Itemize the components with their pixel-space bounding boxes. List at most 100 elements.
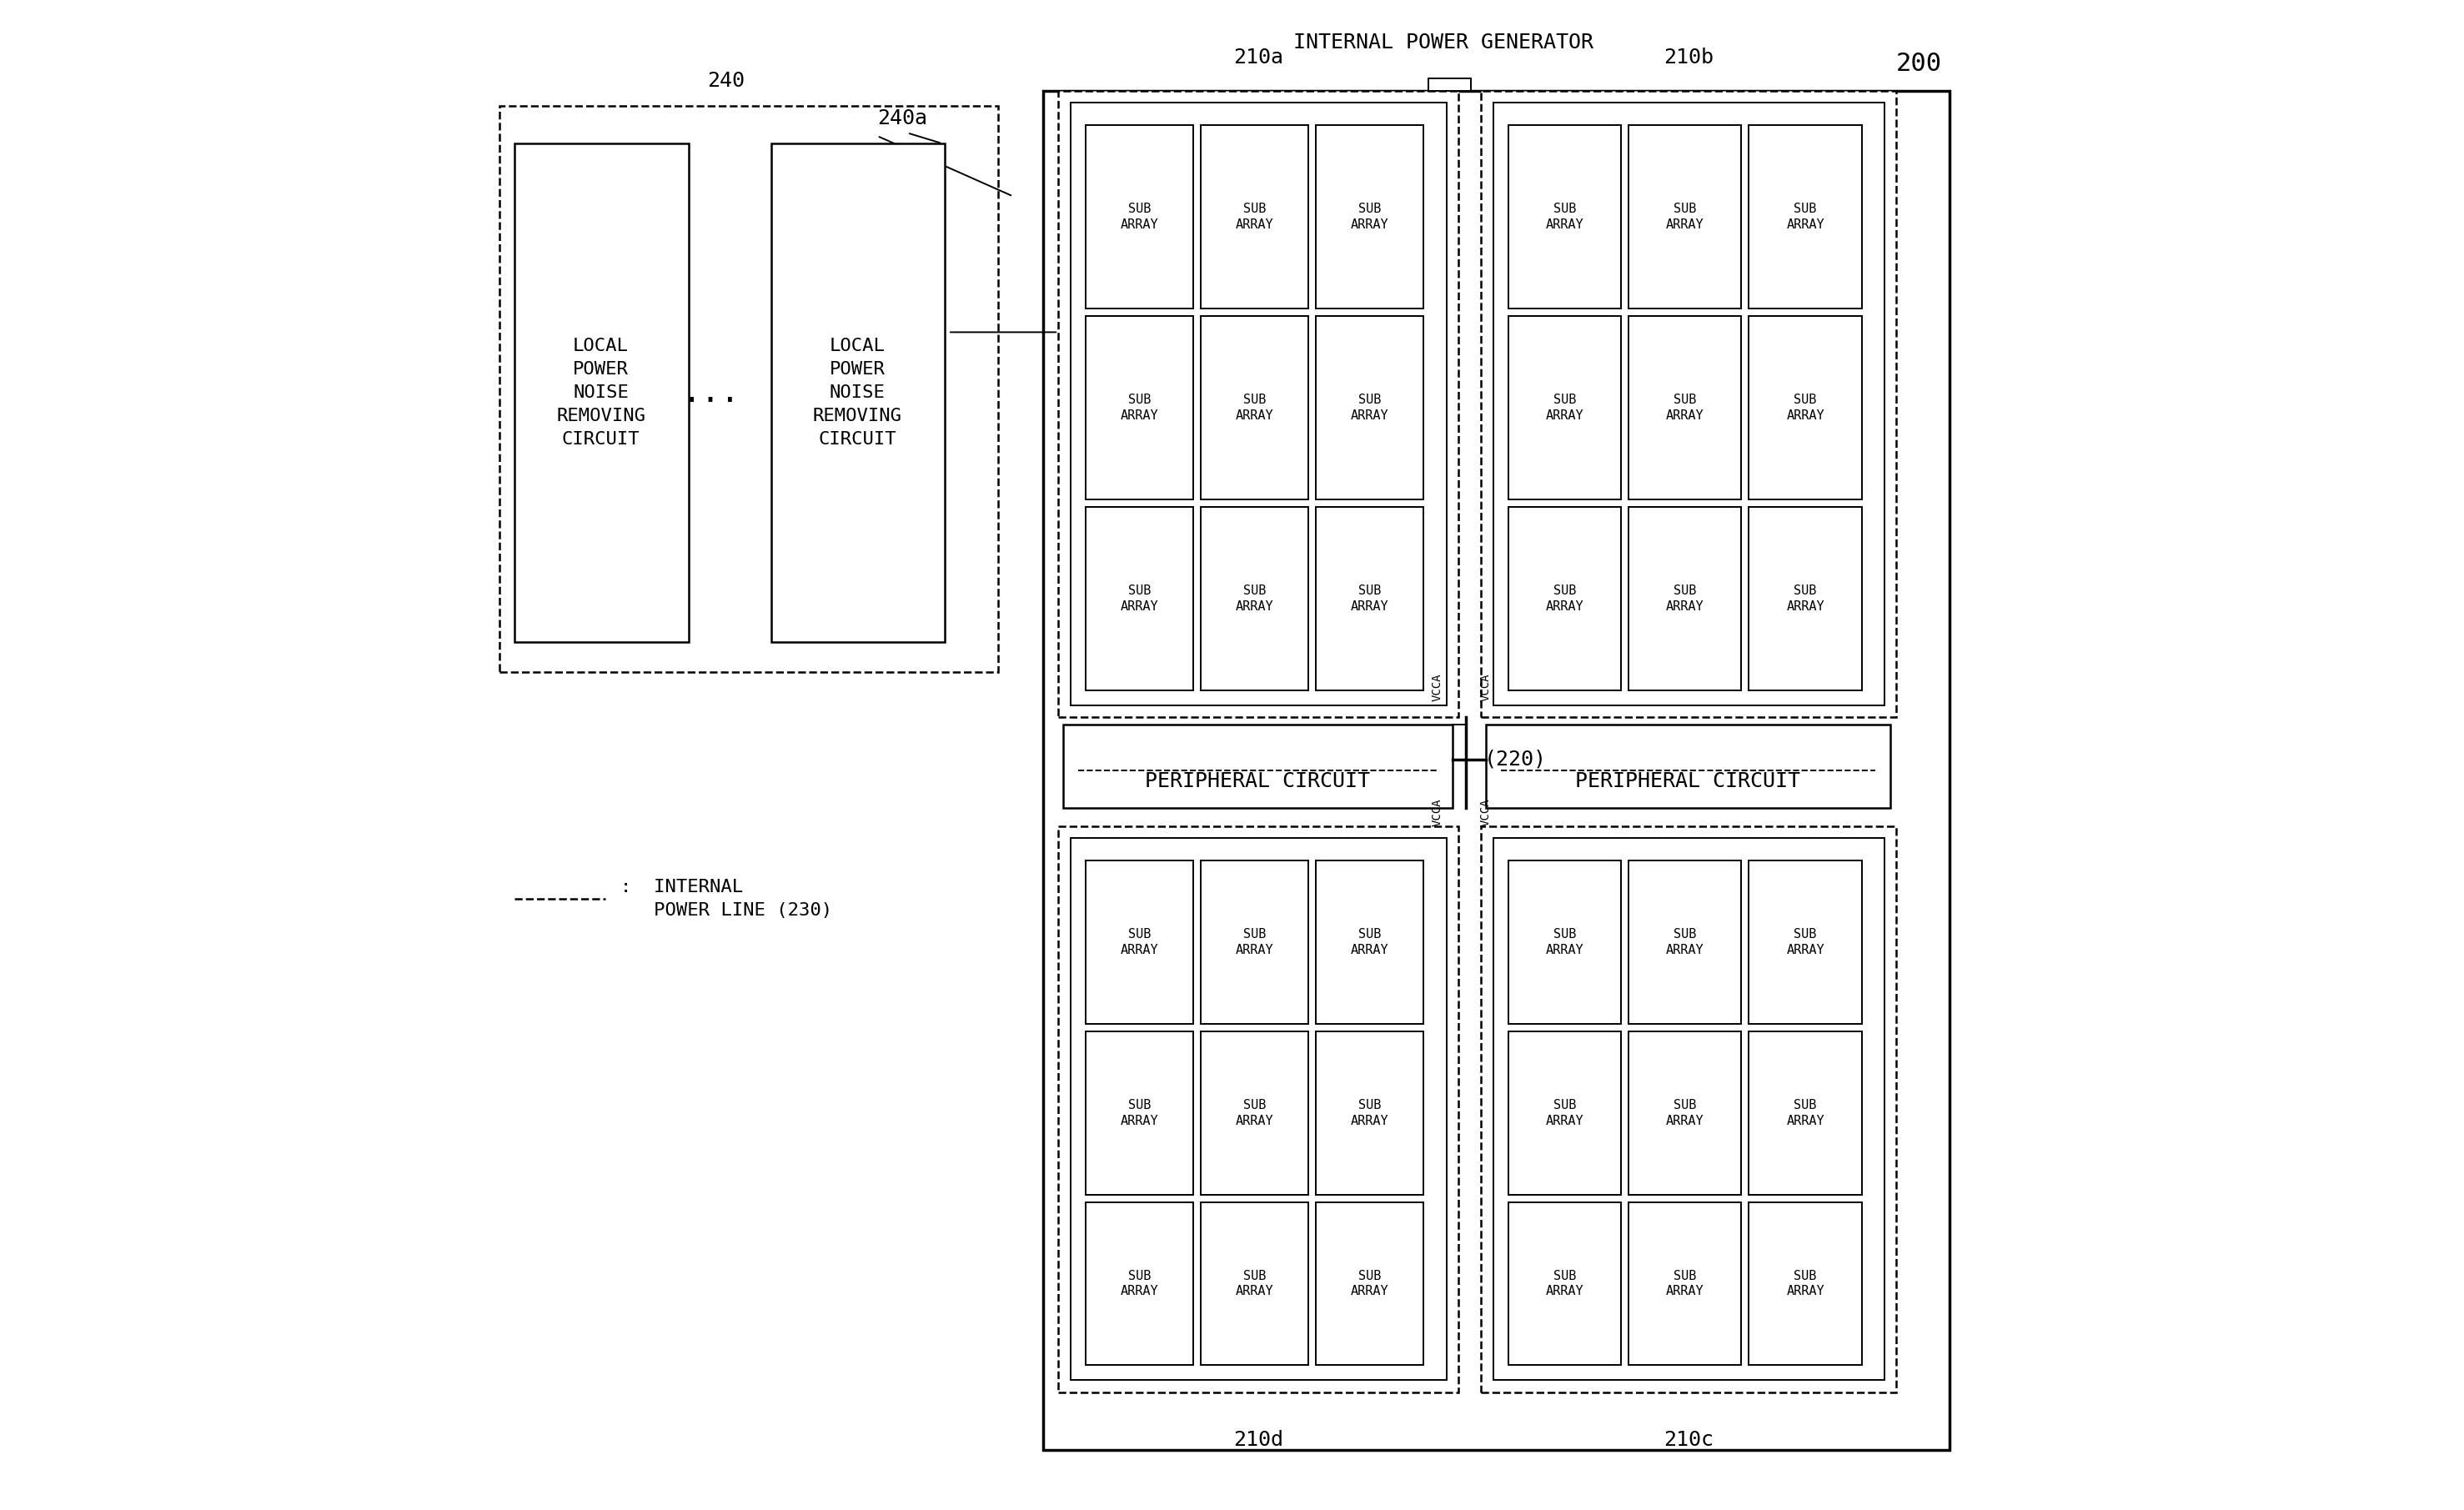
- FancyBboxPatch shape: [1749, 507, 1863, 690]
- Text: INTERNAL POWER GENERATOR: INTERNAL POWER GENERATOR: [1294, 33, 1594, 53]
- Text: VCCA: VCCA: [1432, 799, 1444, 826]
- Text: SUB
ARRAY: SUB ARRAY: [1786, 394, 1823, 421]
- FancyBboxPatch shape: [1508, 1031, 1621, 1194]
- FancyBboxPatch shape: [1316, 125, 1424, 308]
- FancyBboxPatch shape: [1200, 1031, 1308, 1194]
- FancyBboxPatch shape: [1069, 838, 1446, 1380]
- Text: SUB
ARRAY: SUB ARRAY: [1350, 584, 1390, 613]
- Text: 210a: 210a: [1234, 48, 1284, 68]
- Text: SUB
ARRAY: SUB ARRAY: [1350, 1099, 1390, 1126]
- Text: SUB
ARRAY: SUB ARRAY: [1545, 394, 1584, 421]
- Text: SUB
ARRAY: SUB ARRAY: [1121, 1099, 1158, 1126]
- Text: SUB
ARRAY: SUB ARRAY: [1666, 202, 1705, 231]
- FancyBboxPatch shape: [1508, 507, 1621, 690]
- Text: PERIPHERAL CIRCUIT: PERIPHERAL CIRCUIT: [1574, 772, 1801, 791]
- FancyBboxPatch shape: [1200, 861, 1308, 1024]
- FancyBboxPatch shape: [1316, 316, 1424, 500]
- Text: SUB
ARRAY: SUB ARRAY: [1666, 394, 1705, 421]
- Text: 240a: 240a: [877, 109, 926, 128]
- Text: SUB
ARRAY: SUB ARRAY: [1786, 1099, 1823, 1126]
- Text: SUB
ARRAY: SUB ARRAY: [1666, 584, 1705, 613]
- Text: 210c: 210c: [1663, 1430, 1715, 1450]
- FancyBboxPatch shape: [1200, 1202, 1308, 1365]
- FancyBboxPatch shape: [1629, 125, 1742, 308]
- FancyBboxPatch shape: [1629, 507, 1742, 690]
- Text: SUB
ARRAY: SUB ARRAY: [1234, 584, 1274, 613]
- FancyBboxPatch shape: [1749, 1031, 1863, 1194]
- Text: SUB
ARRAY: SUB ARRAY: [1350, 394, 1390, 421]
- Bar: [1481, 826, 1897, 1392]
- FancyBboxPatch shape: [1200, 125, 1308, 308]
- Text: SUB
ARRAY: SUB ARRAY: [1234, 394, 1274, 421]
- Text: SUB
ARRAY: SUB ARRAY: [1786, 202, 1823, 231]
- FancyBboxPatch shape: [1087, 1031, 1193, 1194]
- Bar: [1481, 91, 1897, 717]
- Text: ...: ...: [683, 378, 739, 408]
- FancyBboxPatch shape: [1069, 103, 1446, 705]
- FancyBboxPatch shape: [1486, 725, 1890, 808]
- Text: LOCAL
POWER
NOISE
REMOVING
CIRCUIT: LOCAL POWER NOISE REMOVING CIRCUIT: [557, 338, 646, 447]
- Text: VCCA: VCCA: [1432, 673, 1444, 701]
- Text: SUB
ARRAY: SUB ARRAY: [1786, 1270, 1823, 1297]
- Text: SUB
ARRAY: SUB ARRAY: [1545, 929, 1584, 956]
- Text: SUB
ARRAY: SUB ARRAY: [1666, 1270, 1705, 1297]
- Text: SUB
ARRAY: SUB ARRAY: [1121, 202, 1158, 231]
- FancyBboxPatch shape: [1629, 1202, 1742, 1365]
- Text: SUB
ARRAY: SUB ARRAY: [1545, 1099, 1584, 1126]
- FancyBboxPatch shape: [515, 143, 687, 642]
- FancyBboxPatch shape: [1200, 316, 1308, 500]
- Text: 240: 240: [707, 71, 744, 91]
- FancyBboxPatch shape: [1629, 1031, 1742, 1194]
- FancyBboxPatch shape: [1749, 861, 1863, 1024]
- Text: (220): (220): [1483, 749, 1547, 770]
- Bar: [500, 106, 998, 672]
- Text: SUB
ARRAY: SUB ARRAY: [1121, 929, 1158, 956]
- Text: SUB
ARRAY: SUB ARRAY: [1350, 929, 1390, 956]
- Text: SUB
ARRAY: SUB ARRAY: [1786, 929, 1823, 956]
- FancyBboxPatch shape: [1508, 1202, 1621, 1365]
- FancyBboxPatch shape: [1429, 79, 1471, 91]
- FancyBboxPatch shape: [1087, 1202, 1193, 1365]
- FancyBboxPatch shape: [1749, 316, 1863, 500]
- Text: SUB
ARRAY: SUB ARRAY: [1234, 202, 1274, 231]
- FancyBboxPatch shape: [1508, 861, 1621, 1024]
- Text: SUB
ARRAY: SUB ARRAY: [1666, 929, 1705, 956]
- Text: SUB
ARRAY: SUB ARRAY: [1234, 929, 1274, 956]
- Text: SUB
ARRAY: SUB ARRAY: [1121, 584, 1158, 613]
- FancyBboxPatch shape: [1200, 507, 1308, 690]
- FancyBboxPatch shape: [1493, 838, 1885, 1380]
- Text: SUB
ARRAY: SUB ARRAY: [1545, 202, 1584, 231]
- FancyBboxPatch shape: [1629, 316, 1742, 500]
- Text: PERIPHERAL CIRCUIT: PERIPHERAL CIRCUIT: [1146, 772, 1370, 791]
- FancyBboxPatch shape: [1508, 125, 1621, 308]
- Text: VCCA: VCCA: [1481, 799, 1491, 826]
- FancyBboxPatch shape: [1316, 1202, 1424, 1365]
- Bar: [1060, 91, 1459, 717]
- Text: 200: 200: [1895, 51, 1942, 76]
- Text: 210b: 210b: [1663, 48, 1715, 68]
- FancyBboxPatch shape: [1087, 507, 1193, 690]
- FancyBboxPatch shape: [1749, 125, 1863, 308]
- FancyBboxPatch shape: [1316, 507, 1424, 690]
- FancyBboxPatch shape: [1749, 1202, 1863, 1365]
- Text: SUB
ARRAY: SUB ARRAY: [1786, 584, 1823, 613]
- FancyBboxPatch shape: [1493, 103, 1885, 705]
- Text: SUB
ARRAY: SUB ARRAY: [1545, 1270, 1584, 1297]
- FancyBboxPatch shape: [1316, 861, 1424, 1024]
- FancyBboxPatch shape: [1316, 1031, 1424, 1194]
- Text: LOCAL
POWER
NOISE
REMOVING
CIRCUIT: LOCAL POWER NOISE REMOVING CIRCUIT: [813, 338, 902, 447]
- Text: SUB
ARRAY: SUB ARRAY: [1121, 1270, 1158, 1297]
- FancyBboxPatch shape: [1629, 861, 1742, 1024]
- FancyBboxPatch shape: [1087, 125, 1193, 308]
- Text: :  INTERNAL
   POWER LINE (230): : INTERNAL POWER LINE (230): [621, 879, 833, 918]
- Text: SUB
ARRAY: SUB ARRAY: [1350, 202, 1390, 231]
- Text: SUB
ARRAY: SUB ARRAY: [1666, 1099, 1705, 1126]
- Text: SUB
ARRAY: SUB ARRAY: [1350, 1270, 1390, 1297]
- FancyBboxPatch shape: [1087, 861, 1193, 1024]
- FancyBboxPatch shape: [771, 143, 946, 642]
- Text: 210d: 210d: [1234, 1430, 1284, 1450]
- Text: SUB
ARRAY: SUB ARRAY: [1234, 1270, 1274, 1297]
- Text: SUB
ARRAY: SUB ARRAY: [1234, 1099, 1274, 1126]
- FancyBboxPatch shape: [1062, 725, 1451, 808]
- Text: VCCA: VCCA: [1481, 673, 1491, 701]
